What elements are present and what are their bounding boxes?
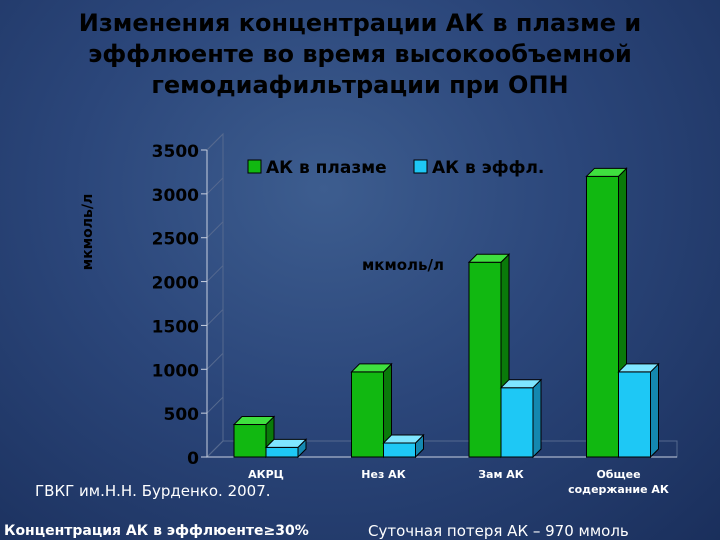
y-tick-label: 3000	[152, 186, 199, 206]
bar-effluent-2	[500, 387, 534, 458]
bar-effluent-1	[383, 442, 416, 458]
legend-swatch-1	[413, 159, 428, 174]
daily-loss-note: Суточная потеря АК – 970 ммоль	[368, 522, 629, 540]
y-tick-depth	[206, 265, 224, 282]
y-tick-depth	[206, 177, 224, 195]
legend-label-1: АК в эффл.	[432, 158, 544, 178]
bar-plasma-2	[468, 261, 502, 458]
bar-plasma-3	[586, 175, 619, 458]
y-tick-depth	[206, 221, 224, 239]
legend-label-0: АК в плазме	[266, 158, 387, 178]
x-category-label: Общее содержание АК	[568, 468, 669, 496]
bar-plasma-1	[351, 371, 384, 458]
y-tick-label: 1500	[152, 317, 199, 337]
bar-effluent-0	[265, 446, 299, 458]
legend-swatch-0	[247, 159, 262, 174]
bar-effluent-3	[618, 371, 651, 458]
chart-side-wall	[206, 132, 224, 459]
x-category-label: Зам АК	[478, 468, 524, 481]
y-tick-depth	[206, 309, 224, 326]
y-tick-depth	[206, 440, 224, 458]
x-category-label: Нез АК	[361, 468, 405, 481]
bar-side-1-3	[650, 362, 659, 459]
chart-title: Изменения концентрации АК в плазме и эфф…	[78, 9, 642, 99]
bar-top-1-0	[264, 438, 308, 448]
effluent-concentration-note: Концентрация АК в эффлюенте≥30%	[4, 523, 309, 539]
y-tick-depth	[206, 396, 224, 414]
bar-side-1-2	[532, 378, 542, 459]
y-tick-depth	[206, 352, 224, 370]
bar-top-0-0	[232, 416, 276, 426]
bar-top-1-3	[617, 363, 660, 373]
y-tick-label: 2000	[152, 274, 199, 294]
footer-source: ГВКГ им.Н.Н. Бурденко. 2007.	[35, 482, 271, 500]
bar-top-1-2	[499, 379, 543, 389]
inner-unit-label: мкмоль/л	[362, 256, 444, 274]
y-tick-label: 3500	[152, 142, 199, 162]
y-tick-depth	[206, 133, 224, 151]
bar-top-0-1	[350, 363, 393, 373]
x-category-label: АКРЦ	[248, 468, 284, 481]
bar-top-0-2	[467, 253, 511, 263]
y-tick-label: 2500	[152, 230, 199, 250]
y-tick-label: 0	[187, 449, 199, 469]
bar-plasma-0	[233, 424, 267, 458]
bar-top-0-3	[585, 167, 628, 177]
bar-top-1-1	[382, 434, 425, 444]
y-axis-label: мкмоль/л	[80, 194, 96, 270]
y-tick-label: 1000	[152, 361, 199, 381]
y-tick-label: 500	[164, 405, 200, 425]
